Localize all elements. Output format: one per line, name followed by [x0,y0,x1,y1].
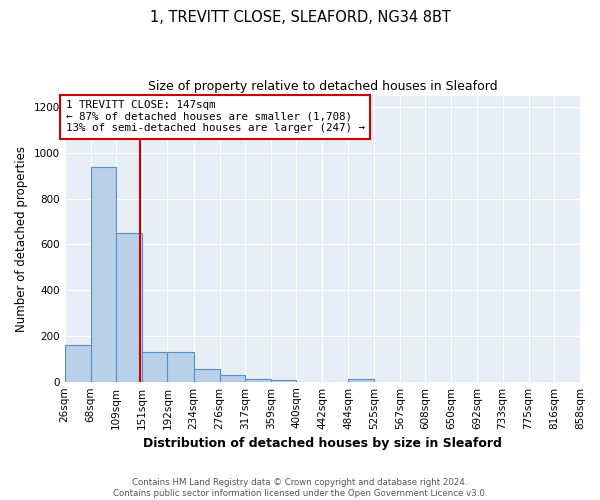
Title: Size of property relative to detached houses in Sleaford: Size of property relative to detached ho… [148,80,497,93]
Bar [271,380,296,382]
Bar [116,233,142,382]
Bar [349,378,374,382]
Bar [142,352,167,382]
Bar [193,369,220,382]
Text: 1 TREVITT CLOSE: 147sqm
← 87% of detached houses are smaller (1,708)
13% of semi: 1 TREVITT CLOSE: 147sqm ← 87% of detache… [66,100,365,134]
Bar [167,352,193,382]
X-axis label: Distribution of detached houses by size in Sleaford: Distribution of detached houses by size … [143,437,502,450]
Y-axis label: Number of detached properties: Number of detached properties [15,146,28,332]
Text: Contains HM Land Registry data © Crown copyright and database right 2024.
Contai: Contains HM Land Registry data © Crown c… [113,478,487,498]
Bar [65,345,91,382]
Bar [91,166,116,382]
Bar [220,375,245,382]
Bar [245,378,271,382]
Text: 1, TREVITT CLOSE, SLEAFORD, NG34 8BT: 1, TREVITT CLOSE, SLEAFORD, NG34 8BT [149,10,451,25]
